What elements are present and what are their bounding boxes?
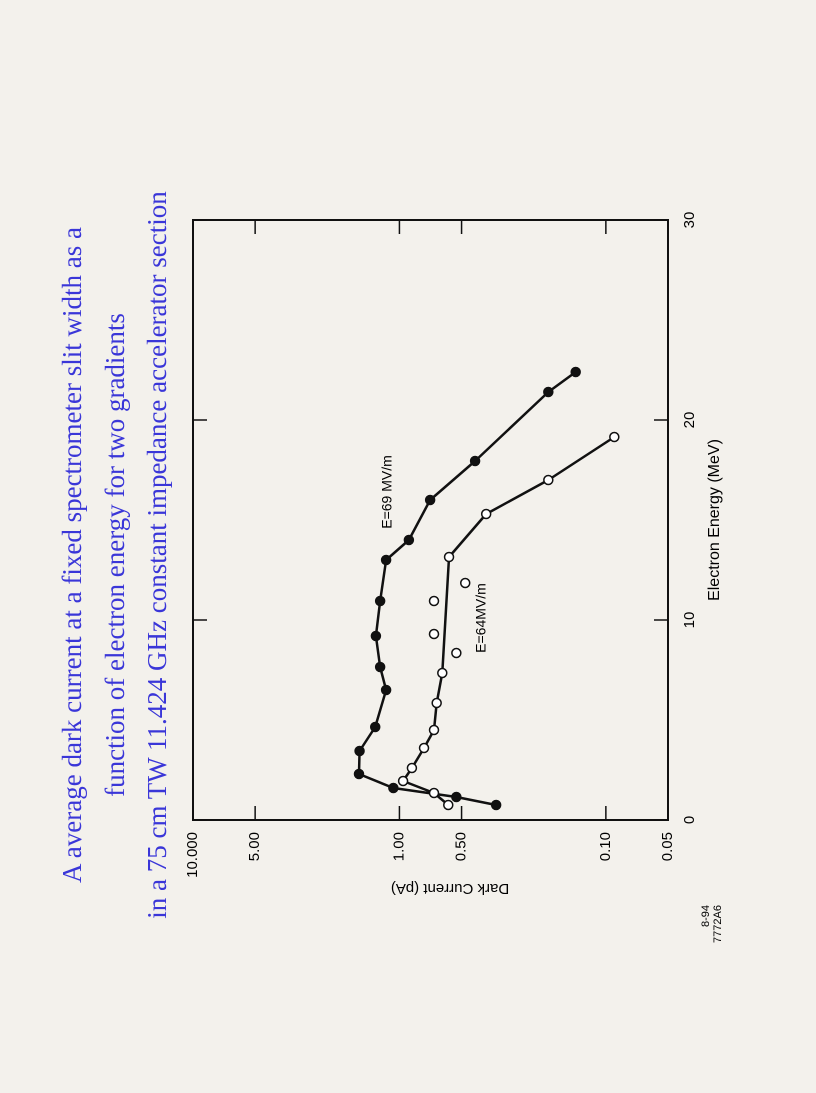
data-point — [418, 742, 430, 754]
data-point — [406, 762, 418, 774]
data-point — [480, 508, 492, 520]
data-point — [397, 775, 409, 787]
x-tick-label: 20 — [681, 412, 698, 429]
data-point — [443, 551, 455, 563]
series-label: E=64MV/m — [473, 583, 489, 653]
data-point — [543, 386, 554, 398]
chart-title: in a 75 cm TW 11.424 GHz constant impeda… — [142, 191, 172, 919]
data-point — [451, 791, 462, 803]
data-point — [403, 534, 415, 546]
data-point — [424, 494, 436, 506]
data-point — [437, 667, 448, 679]
chart-title: function of electron energy for two grad… — [100, 313, 130, 797]
chart-title: A average dark current at a fixed spectr… — [57, 227, 87, 883]
data-point — [380, 684, 392, 696]
data-point — [431, 697, 442, 709]
data-point — [469, 455, 481, 467]
x-axis-label: Electron Energy (MeV) — [706, 439, 723, 601]
data-point — [370, 630, 382, 642]
data-point — [428, 787, 440, 799]
data-point — [354, 745, 365, 757]
data-point — [428, 724, 440, 736]
data-point — [369, 721, 381, 733]
data-point — [374, 595, 386, 607]
data-point — [490, 799, 502, 811]
data-point — [388, 782, 399, 794]
y-tick-label: 10.000 — [184, 832, 201, 878]
data-point — [443, 799, 454, 811]
data-point — [570, 366, 581, 378]
x-tick-label: 0 — [681, 816, 698, 824]
plot-frame — [192, 219, 669, 821]
x-tick-label: 10 — [681, 612, 698, 629]
data-point — [380, 554, 392, 566]
y-tick-label: 0.05 — [659, 832, 676, 861]
series-line — [357, 370, 577, 807]
data-point — [451, 647, 462, 659]
data-point — [428, 628, 440, 640]
data-point — [428, 595, 440, 607]
series-line — [401, 435, 615, 806]
data-point — [609, 431, 620, 443]
data-point — [543, 474, 554, 486]
data-point — [459, 577, 471, 589]
footnote: 7772A6 — [712, 905, 724, 943]
data-point — [374, 661, 386, 673]
y-tick-label: 5.00 — [246, 832, 263, 861]
y-tick-label: 0.10 — [597, 832, 614, 861]
data-point — [353, 768, 365, 780]
y-axis-label: Dark Current (pA) — [391, 880, 509, 897]
series-label: E=69 MV/m — [379, 455, 395, 529]
footnote: 8-94 — [700, 905, 712, 927]
x-tick-label: 30 — [681, 212, 698, 229]
y-tick-label: 0.50 — [453, 832, 470, 861]
y-tick-label: 1.00 — [390, 832, 407, 861]
